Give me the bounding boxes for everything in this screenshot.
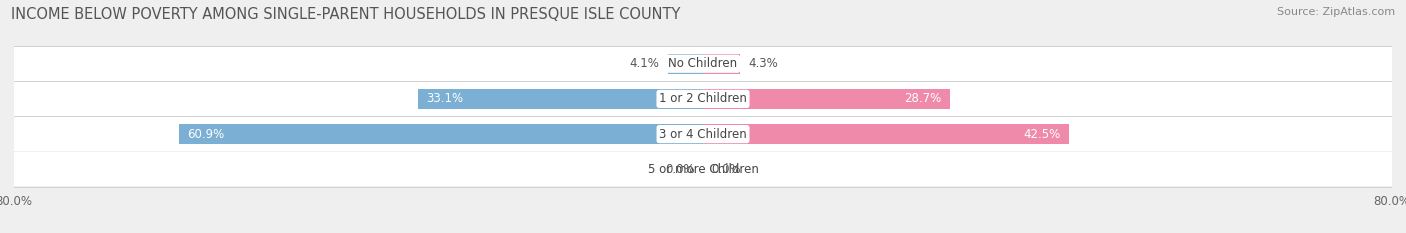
Bar <box>179 124 703 144</box>
Bar <box>14 47 1392 81</box>
Text: 3 or 4 Children: 3 or 4 Children <box>659 128 747 140</box>
Bar <box>14 82 1392 116</box>
Bar <box>703 124 1069 144</box>
Bar <box>14 152 1392 186</box>
Bar <box>418 89 703 109</box>
Text: 0.0%: 0.0% <box>665 163 695 176</box>
Text: 33.1%: 33.1% <box>426 93 464 105</box>
Text: 5 or more Children: 5 or more Children <box>648 163 758 176</box>
Text: 4.3%: 4.3% <box>748 57 779 70</box>
Bar <box>703 54 740 74</box>
Text: 4.1%: 4.1% <box>630 57 659 70</box>
Text: 42.5%: 42.5% <box>1024 128 1060 140</box>
Bar <box>668 54 703 74</box>
Text: 1 or 2 Children: 1 or 2 Children <box>659 93 747 105</box>
Text: 60.9%: 60.9% <box>187 128 225 140</box>
Bar <box>14 117 1392 151</box>
Text: INCOME BELOW POVERTY AMONG SINGLE-PARENT HOUSEHOLDS IN PRESQUE ISLE COUNTY: INCOME BELOW POVERTY AMONG SINGLE-PARENT… <box>11 7 681 22</box>
Text: 0.0%: 0.0% <box>711 163 741 176</box>
Bar <box>703 89 950 109</box>
Text: No Children: No Children <box>668 57 738 70</box>
Text: 28.7%: 28.7% <box>904 93 942 105</box>
Text: Source: ZipAtlas.com: Source: ZipAtlas.com <box>1277 7 1395 17</box>
